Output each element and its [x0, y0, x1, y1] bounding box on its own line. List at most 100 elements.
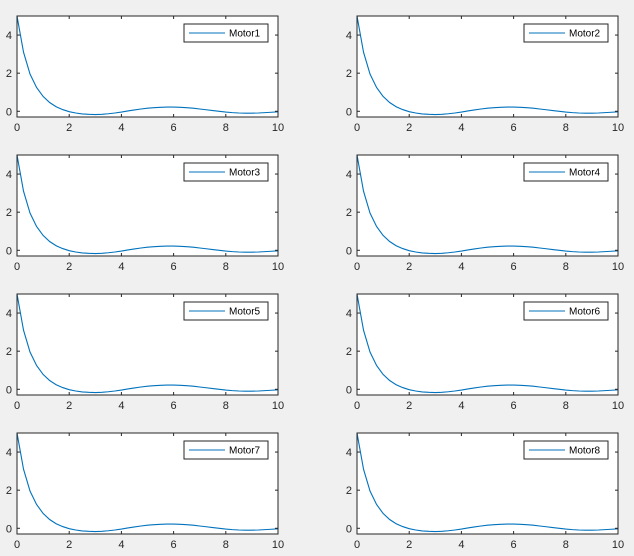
y-tick-label: 2	[346, 485, 352, 497]
x-tick-label: 10	[272, 400, 284, 412]
series-line-Motor5	[17, 294, 278, 394]
axes-6: 0 2 4 6 8 10 0 2 4 Motor6	[346, 293, 624, 412]
x-tick-label: 0	[14, 261, 20, 273]
y-tick-label: 0	[346, 106, 352, 118]
x-tick-label: 6	[511, 122, 517, 134]
x-tick-label: 4	[118, 539, 124, 551]
axes-box	[356, 15, 619, 118]
x-tick-label: 4	[118, 122, 124, 134]
x-tick-label: 4	[118, 261, 124, 273]
x-tick-label: 6	[511, 400, 517, 412]
y-tick-label: 0	[346, 523, 352, 535]
x-tick-label: 0	[354, 400, 360, 412]
y-tick-label: 0	[346, 245, 352, 257]
x-tick-label: 6	[171, 400, 177, 412]
x-tick-label: 8	[563, 400, 569, 412]
legend-box	[183, 301, 269, 321]
x-tick-label: 2	[66, 261, 72, 273]
y-tick-label: 4	[346, 169, 352, 181]
legend-label: Motor4	[569, 168, 601, 179]
legend[interactable]: Motor7	[183, 440, 269, 460]
x-tick-label: 2	[406, 400, 412, 412]
series-line-Motor8	[357, 433, 618, 533]
x-tick-label: 0	[14, 539, 20, 551]
legend-label: Motor3	[229, 168, 261, 179]
x-tick-label: 8	[563, 539, 569, 551]
axes-2: 0 2 4 6 8 10 0 2 4 Motor2	[346, 15, 624, 134]
legend[interactable]: Motor1	[183, 23, 269, 43]
axes-8: 0 2 4 6 8 10 0 2 4 Motor8	[346, 432, 624, 551]
x-tick-label: 2	[406, 261, 412, 273]
x-tick-label: 8	[223, 122, 229, 134]
y-tick-label: 4	[6, 30, 12, 42]
x-tick-label: 2	[66, 539, 72, 551]
legend[interactable]: Motor3	[183, 162, 269, 182]
y-tick-label: 2	[346, 207, 352, 219]
x-tick-label: 0	[14, 122, 20, 134]
legend-box	[523, 301, 609, 321]
axes-box	[16, 293, 279, 396]
y-tick-label: 2	[6, 485, 12, 497]
x-tick-label: 10	[612, 261, 624, 273]
y-tick-label: 2	[346, 346, 352, 358]
axes-box	[356, 293, 619, 396]
series-line-Motor4	[357, 155, 618, 255]
axes-box	[16, 154, 279, 257]
x-tick-label: 4	[118, 400, 124, 412]
legend-label: Motor2	[569, 29, 601, 40]
y-tick-label: 0	[6, 523, 12, 535]
legend[interactable]: Motor5	[183, 301, 269, 321]
legend-box	[523, 23, 609, 43]
legend[interactable]: Motor6	[523, 301, 609, 321]
axes-5: 0 2 4 6 8 10 0 2 4 Motor5	[6, 293, 284, 412]
x-tick-label: 8	[223, 539, 229, 551]
series-line-Motor6	[357, 294, 618, 394]
legend-box	[523, 162, 609, 182]
x-tick-label: 10	[612, 122, 624, 134]
x-tick-label: 6	[171, 261, 177, 273]
series-line-Motor3	[17, 155, 278, 255]
axes-box	[356, 432, 619, 535]
x-tick-label: 0	[354, 122, 360, 134]
y-tick-label: 4	[346, 308, 352, 320]
x-tick-label: 10	[272, 539, 284, 551]
x-tick-label: 6	[511, 539, 517, 551]
x-tick-label: 6	[171, 539, 177, 551]
legend[interactable]: Motor4	[523, 162, 609, 182]
legend[interactable]: Motor8	[523, 440, 609, 460]
x-tick-label: 8	[563, 122, 569, 134]
x-tick-label: 4	[458, 122, 464, 134]
x-tick-label: 4	[458, 400, 464, 412]
x-tick-label: 0	[354, 539, 360, 551]
legend-label: Motor1	[229, 29, 261, 40]
x-tick-label: 8	[223, 400, 229, 412]
x-tick-label: 10	[272, 261, 284, 273]
x-tick-label: 6	[511, 261, 517, 273]
y-tick-label: 4	[346, 447, 352, 459]
x-tick-label: 0	[14, 400, 20, 412]
x-tick-label: 10	[272, 122, 284, 134]
x-tick-label: 2	[406, 122, 412, 134]
axes-4: 0 2 4 6 8 10 0 2 4 Motor4	[346, 154, 624, 273]
series-line-Motor1	[17, 16, 278, 116]
y-tick-label: 2	[6, 68, 12, 80]
legend-box	[523, 440, 609, 460]
y-tick-label: 2	[6, 346, 12, 358]
y-tick-label: 2	[6, 207, 12, 219]
axes-1: 0 2 4 6 8 10 0 2 4 Motor1	[6, 15, 284, 134]
x-tick-label: 10	[612, 400, 624, 412]
legend-label: Motor7	[229, 446, 261, 457]
y-tick-label: 0	[6, 106, 12, 118]
legend[interactable]: Motor2	[523, 23, 609, 43]
axes-box	[16, 15, 279, 118]
legend-label: Motor5	[229, 307, 261, 318]
legend-label: Motor6	[569, 307, 601, 318]
x-tick-label: 2	[66, 122, 72, 134]
y-tick-label: 0	[6, 384, 12, 396]
y-tick-label: 0	[6, 245, 12, 257]
x-tick-label: 2	[406, 539, 412, 551]
y-tick-label: 4	[6, 447, 12, 459]
x-tick-label: 4	[458, 261, 464, 273]
x-tick-label: 10	[612, 539, 624, 551]
